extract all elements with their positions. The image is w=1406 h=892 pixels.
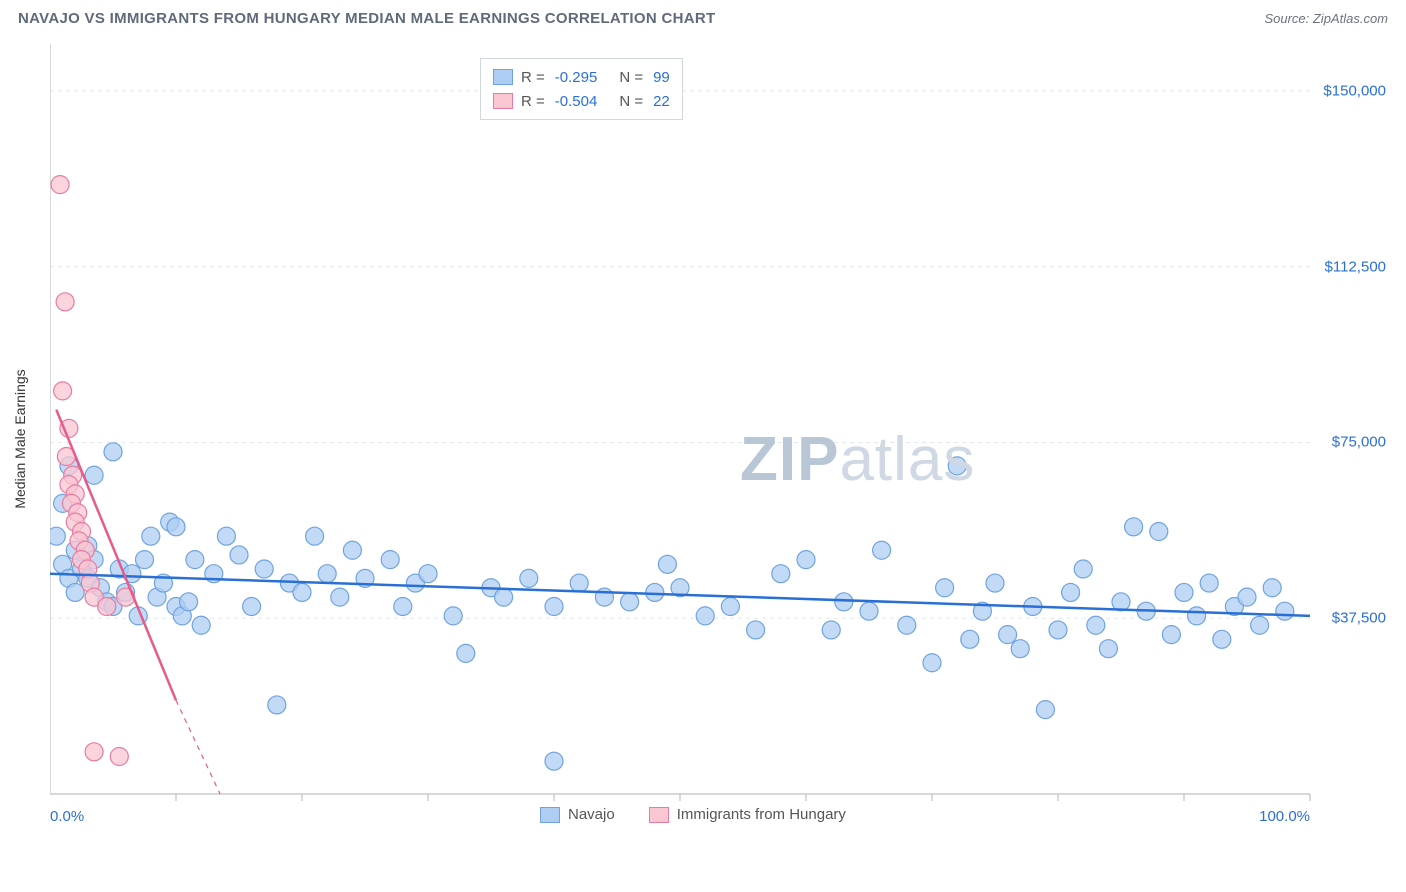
header: NAVAJO VS IMMIGRANTS FROM HUNGARY MEDIAN…: [0, 0, 1406, 33]
legend-swatch: [649, 807, 669, 823]
y-tick-label: $150,000: [1323, 82, 1386, 99]
legend-row: R = -0.504 N = 22: [493, 89, 670, 113]
n-value: 99: [653, 69, 670, 86]
chart-title: NAVAJO VS IMMIGRANTS FROM HUNGARY MEDIAN…: [18, 10, 715, 27]
x-tick-label: 100.0%: [1259, 808, 1310, 825]
n-value: 22: [653, 93, 670, 110]
r-label: R =: [521, 93, 545, 110]
legend-swatch: [540, 807, 560, 823]
legend-swatch: [493, 93, 513, 109]
y-tick-label: $112,500: [1325, 258, 1386, 275]
legend-row: R = -0.295 N = 99: [493, 65, 670, 89]
plot-area: Median Male Earnings ZIPatlas R =-0.295N…: [50, 44, 1390, 834]
correlation-legend: R = -0.295 N = 99 R = -0.504 N = 22: [480, 58, 683, 120]
series-legend: Navajo Immigrants from Hungary: [540, 806, 846, 823]
n-label: N =: [619, 93, 643, 110]
r-value: -0.504: [555, 93, 598, 110]
y-tick-label: $37,500: [1332, 610, 1386, 627]
r-label: R =: [521, 69, 545, 86]
source-citation: Source: ZipAtlas.com: [1264, 11, 1388, 26]
y-axis-label: Median Male Earnings: [12, 369, 28, 508]
legend-swatch: [493, 69, 513, 85]
legend-label: Navajo: [568, 806, 615, 823]
x-tick-label: 0.0%: [50, 808, 84, 825]
n-label: N =: [619, 69, 643, 86]
legend-label: Immigrants from Hungary: [677, 806, 846, 823]
y-tick-label: $75,000: [1332, 434, 1386, 451]
scatter-chart-svg: [50, 44, 1390, 834]
r-value: -0.295: [555, 69, 598, 86]
